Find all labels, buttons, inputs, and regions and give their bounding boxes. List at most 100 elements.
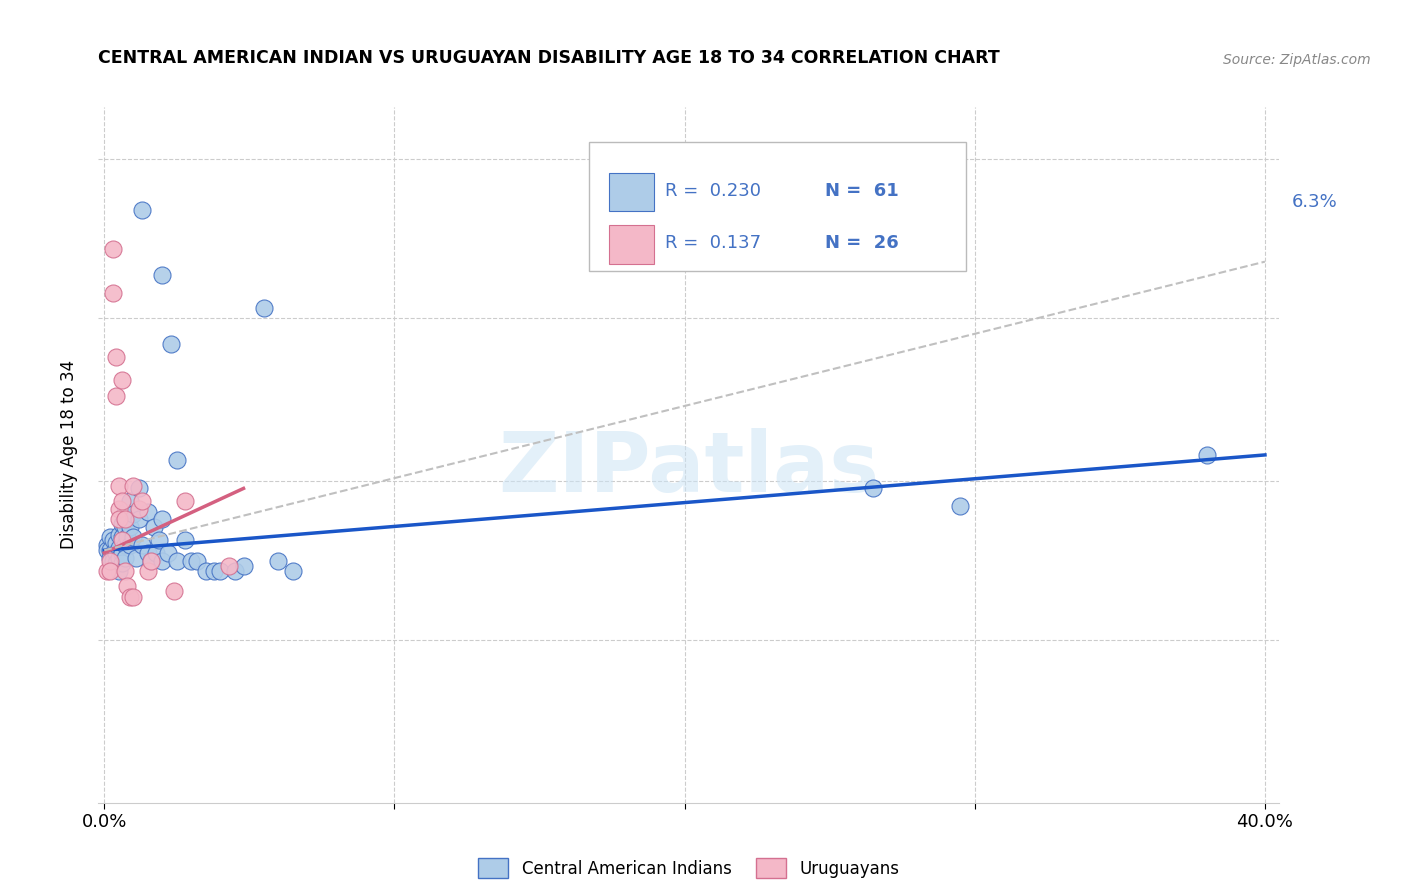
Point	[111, 373, 134, 387]
Point	[114, 512, 136, 526]
Point	[120, 538, 142, 552]
Point	[98, 530, 121, 544]
Point	[122, 530, 145, 544]
Point	[111, 533, 134, 547]
Point	[122, 479, 145, 493]
FancyBboxPatch shape	[609, 173, 654, 211]
Point	[128, 512, 150, 526]
Point	[166, 453, 188, 467]
Point	[136, 505, 159, 519]
Point	[281, 564, 304, 578]
Point	[107, 564, 129, 578]
Point	[114, 505, 136, 519]
Point	[139, 553, 162, 567]
Point	[139, 553, 162, 567]
Text: R =  0.137: R = 0.137	[665, 234, 762, 252]
Point	[114, 564, 136, 578]
Point	[128, 502, 150, 516]
Point	[150, 268, 173, 282]
Point	[174, 533, 197, 547]
Point	[98, 553, 121, 567]
Point	[174, 494, 197, 508]
FancyBboxPatch shape	[609, 226, 654, 263]
Point	[107, 479, 129, 493]
Point	[204, 564, 226, 578]
Point	[104, 556, 127, 570]
Point	[104, 389, 127, 403]
Point	[267, 553, 290, 567]
Point	[107, 541, 129, 555]
Point	[120, 520, 142, 534]
Point	[122, 590, 145, 604]
Point	[1195, 448, 1218, 462]
Point	[136, 564, 159, 578]
Point	[232, 558, 254, 573]
Text: 6.3%: 6.3%	[1291, 193, 1337, 211]
Point	[145, 546, 167, 560]
Point	[117, 530, 139, 544]
Point	[142, 520, 165, 534]
Text: N =  26: N = 26	[825, 234, 898, 252]
Point	[96, 543, 118, 558]
Point	[96, 538, 118, 552]
Point	[120, 590, 142, 604]
Point	[107, 502, 129, 516]
Point	[224, 564, 246, 578]
Point	[104, 546, 127, 560]
Point	[111, 556, 134, 570]
Point	[98, 564, 121, 578]
Point	[107, 551, 129, 566]
Text: R =  0.230: R = 0.230	[665, 182, 761, 200]
Text: N =  61: N = 61	[825, 182, 898, 200]
Point	[101, 242, 124, 256]
Point	[101, 553, 124, 567]
Point	[125, 551, 148, 566]
Point	[186, 553, 208, 567]
Point	[101, 546, 124, 560]
Point	[194, 564, 217, 578]
Point	[111, 494, 134, 508]
Point	[107, 528, 129, 542]
Point	[209, 564, 232, 578]
Point	[166, 553, 188, 567]
Point	[148, 533, 170, 547]
Point	[107, 512, 129, 526]
Point	[131, 203, 153, 218]
Point	[180, 553, 202, 567]
Point	[862, 482, 884, 496]
Point	[120, 494, 142, 508]
Point	[98, 543, 121, 558]
Point	[150, 553, 173, 567]
Point	[117, 579, 139, 593]
Point	[122, 507, 145, 521]
Point	[218, 558, 240, 573]
Text: CENTRAL AMERICAN INDIAN VS URUGUAYAN DISABILITY AGE 18 TO 34 CORRELATION CHART: CENTRAL AMERICAN INDIAN VS URUGUAYAN DIS…	[98, 49, 1000, 67]
Point	[253, 301, 276, 315]
Point	[98, 551, 121, 566]
Point	[96, 564, 118, 578]
Point	[163, 584, 186, 599]
Point	[104, 535, 127, 549]
Point	[111, 517, 134, 532]
FancyBboxPatch shape	[589, 142, 966, 270]
Point	[949, 500, 972, 514]
Point	[101, 533, 124, 547]
Point	[111, 546, 134, 560]
Point	[150, 512, 173, 526]
Point	[104, 350, 127, 364]
Point	[111, 530, 134, 544]
Point	[157, 546, 180, 560]
Point	[114, 551, 136, 566]
Text: ZIPatlas: ZIPatlas	[499, 428, 879, 509]
Legend: Central American Indians, Uruguayans: Central American Indians, Uruguayans	[471, 851, 907, 885]
Point	[117, 512, 139, 526]
Point	[128, 482, 150, 496]
Point	[131, 538, 153, 552]
Point	[114, 520, 136, 534]
Text: Source: ZipAtlas.com: Source: ZipAtlas.com	[1223, 53, 1371, 67]
Point	[114, 538, 136, 552]
Y-axis label: Disability Age 18 to 34: Disability Age 18 to 34	[59, 360, 77, 549]
Point	[136, 546, 159, 560]
Point	[101, 285, 124, 300]
Point	[160, 337, 183, 351]
